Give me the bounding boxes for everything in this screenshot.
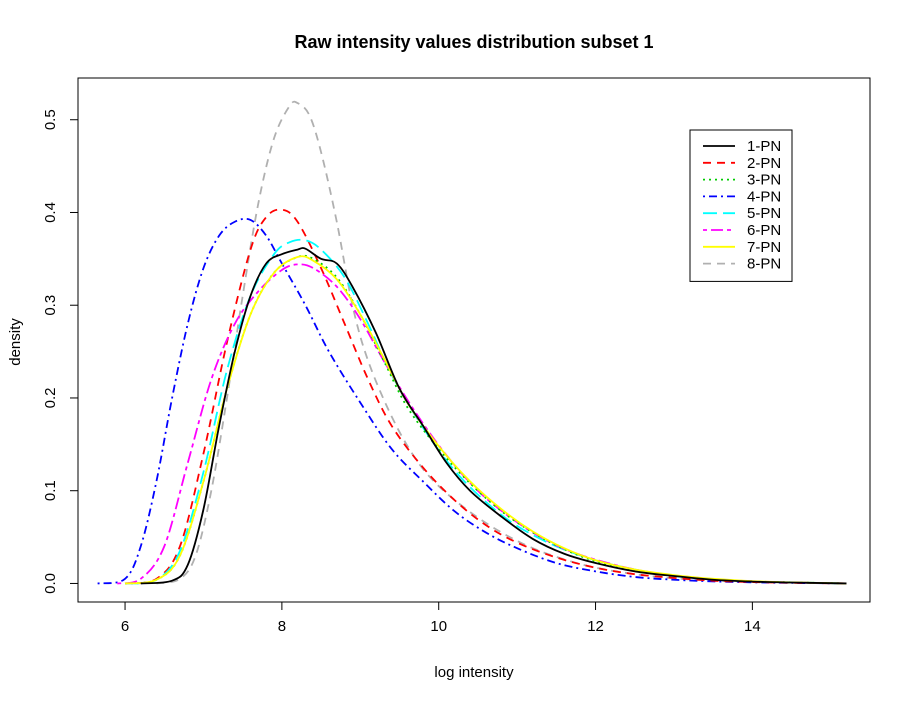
legend-label: 5-PN xyxy=(747,205,781,222)
chart-title: Raw intensity values distribution subset… xyxy=(294,32,653,52)
x-tick-label: 14 xyxy=(744,618,761,635)
y-tick-label: 0.5 xyxy=(42,109,59,130)
legend-label: 7-PN xyxy=(747,239,781,256)
y-axis-label: density xyxy=(7,318,24,366)
legend-label: 3-PN xyxy=(747,172,781,189)
y-tick-label: 0.1 xyxy=(42,480,59,501)
legend-label: 6-PN xyxy=(747,222,781,239)
x-tick-label: 6 xyxy=(121,618,129,635)
legend-label: 1-PN xyxy=(747,138,781,155)
x-axis: 6 8 10 12 14 xyxy=(121,601,761,635)
series-line-4-PN xyxy=(97,217,847,585)
x-tick-label: 8 xyxy=(278,618,286,635)
y-tick-label: 0.4 xyxy=(42,202,59,223)
legend-box xyxy=(689,129,793,282)
y-tick-label: 0.0 xyxy=(42,573,59,594)
legend-label: 4-PN xyxy=(747,188,781,205)
y-tick-label: 0.3 xyxy=(42,295,59,316)
series-line-6-PN xyxy=(117,263,847,585)
legend: 1-PN2-PN3-PN4-PN5-PN6-PN7-PN8-PN xyxy=(689,129,793,282)
y-axis: 0.0 0.1 0.2 0.3 0.4 0.5 xyxy=(42,109,79,594)
series-line-1-PN xyxy=(140,247,847,585)
x-tick-label: 10 xyxy=(430,618,447,635)
series-line-7-PN xyxy=(124,255,847,585)
y-tick-label: 0.2 xyxy=(42,388,59,409)
series-line-3-PN xyxy=(124,254,847,585)
x-axis-label: log intensity xyxy=(434,664,514,681)
x-tick-label: 12 xyxy=(587,618,604,635)
legend-label: 8-PN xyxy=(747,256,781,273)
series-line-2-PN xyxy=(124,208,847,585)
legend-label: 2-PN xyxy=(747,155,781,172)
series-layer xyxy=(97,100,847,585)
